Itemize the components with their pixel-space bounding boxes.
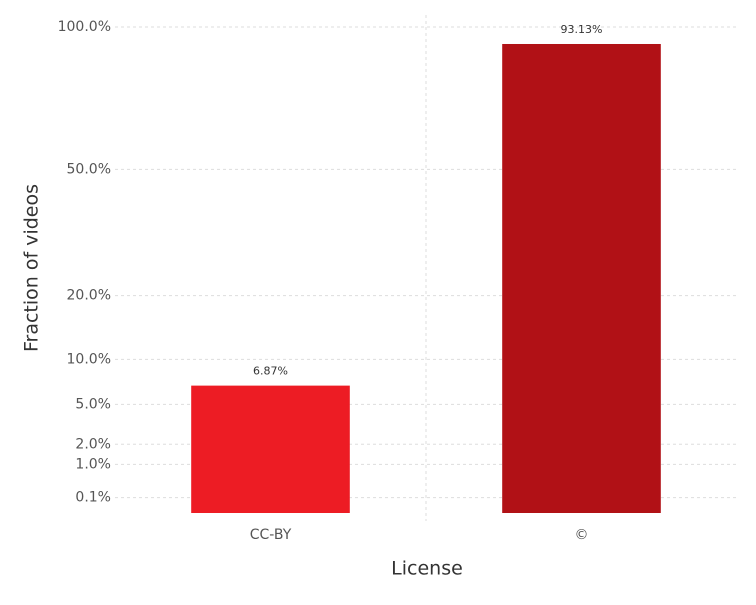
y-tick-label: 0.1% xyxy=(75,490,111,506)
x-axis-title: License xyxy=(391,558,463,580)
y-tick-label: 5.0% xyxy=(75,396,111,412)
x-tick-label: CC-BY xyxy=(250,527,292,543)
y-tick-label: 20.0% xyxy=(67,288,111,304)
y-tick-label: 10.0% xyxy=(67,351,111,367)
value-label: 93.13% xyxy=(561,23,603,36)
y-tick-label: 100.0% xyxy=(58,19,111,35)
y-tick-label: 2.0% xyxy=(75,436,111,452)
bar xyxy=(502,43,661,513)
y-tick-label: 1.0% xyxy=(75,456,111,472)
x-tick-label: © xyxy=(575,527,589,543)
y-tick-label: 50.0% xyxy=(67,161,111,177)
bar xyxy=(191,385,350,513)
y-axis-title: Fraction of videos xyxy=(21,184,43,352)
value-label: 6.87% xyxy=(253,365,288,378)
